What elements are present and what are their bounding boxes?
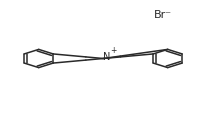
- Text: +: +: [110, 46, 117, 55]
- Text: Br⁻: Br⁻: [154, 10, 172, 20]
- Text: N: N: [103, 52, 110, 62]
